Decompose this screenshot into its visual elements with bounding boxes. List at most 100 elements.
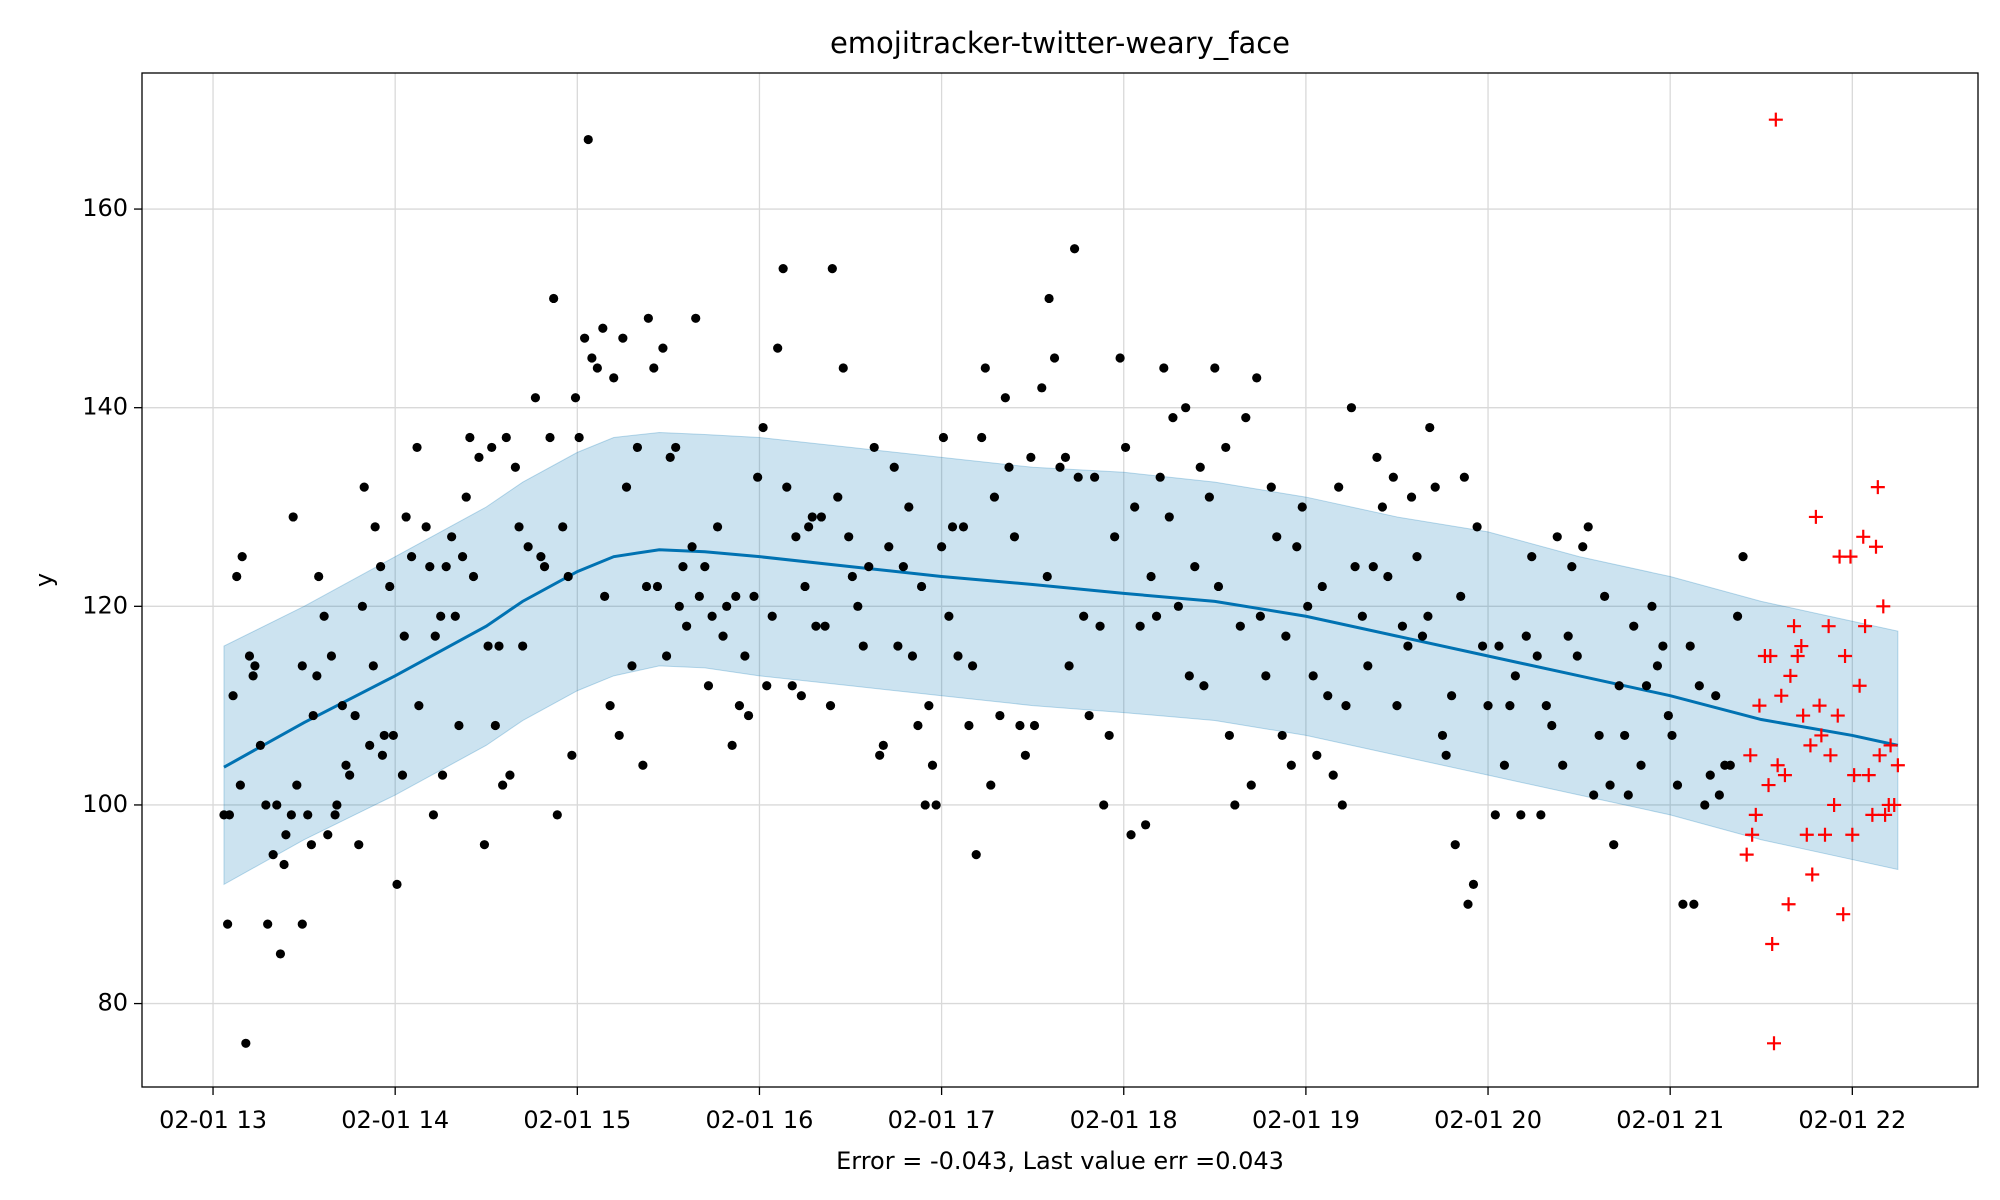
observed-point — [1594, 730, 1604, 741]
observed-point — [574, 432, 584, 443]
observed-point — [272, 800, 282, 810]
observed-point — [436, 611, 446, 621]
observed-point — [1521, 631, 1531, 641]
observed-point — [652, 581, 663, 592]
observed-point — [1292, 542, 1302, 552]
observed-point — [1641, 681, 1652, 691]
test-point — [1748, 807, 1763, 822]
observed-point — [1652, 661, 1663, 671]
observed-point — [1104, 730, 1114, 741]
x-tick-label: 02-01 14 — [341, 1106, 449, 1134]
observed-point — [1447, 691, 1457, 701]
observed-point — [428, 810, 439, 820]
observed-point — [1181, 403, 1191, 413]
observed-point — [518, 641, 528, 651]
observed-point — [357, 601, 367, 611]
observed-point — [1155, 472, 1165, 482]
test-point — [1861, 768, 1876, 783]
observed-point — [1195, 462, 1205, 472]
observed-point — [937, 542, 947, 552]
observed-point — [1224, 730, 1234, 741]
observed-point — [869, 442, 879, 453]
observed-point — [545, 432, 555, 443]
observed-point — [703, 681, 714, 691]
test-point — [1814, 728, 1829, 743]
observed-point — [1213, 581, 1224, 592]
observed-point — [1505, 701, 1515, 711]
x-tick-label: 02-01 22 — [1798, 1106, 1906, 1134]
observed-point — [1412, 552, 1422, 562]
observed-point — [1689, 899, 1699, 909]
observed-point — [1029, 720, 1040, 731]
observed-point — [627, 661, 637, 671]
observed-point — [743, 710, 754, 721]
observed-point — [916, 581, 927, 592]
test-point — [1761, 778, 1776, 793]
observed-point — [465, 432, 475, 443]
observed-point — [621, 482, 632, 492]
observed-point — [1090, 472, 1100, 482]
observed-point — [678, 561, 688, 572]
observed-point — [1286, 760, 1296, 770]
observed-point — [691, 313, 701, 323]
observed-point — [687, 542, 697, 552]
test-point — [1872, 748, 1887, 763]
observed-point — [549, 293, 559, 304]
observed-point — [1146, 571, 1156, 582]
observed-point — [281, 830, 291, 840]
observed-point — [437, 770, 448, 780]
observed-point — [1403, 641, 1413, 651]
observed-point — [1323, 691, 1333, 701]
observed-point — [875, 750, 885, 760]
observed-point — [1255, 611, 1265, 621]
observed-point — [461, 492, 471, 502]
test-point — [1827, 797, 1842, 812]
observed-point — [514, 522, 524, 532]
observed-point — [558, 522, 568, 532]
test-point — [1745, 827, 1760, 842]
observed-point — [833, 492, 843, 502]
observed-point — [1605, 780, 1615, 790]
observed-point — [753, 472, 763, 482]
observed-point — [457, 552, 468, 562]
test-point — [1856, 529, 1871, 544]
observed-point — [1425, 422, 1435, 433]
observed-point — [223, 919, 233, 929]
observed-point — [592, 363, 602, 373]
observed-point — [1317, 581, 1327, 592]
x-tick-label: 02-01 20 — [1434, 1106, 1542, 1134]
observed-point — [330, 810, 340, 820]
observed-point — [1235, 621, 1245, 631]
observed-point — [1738, 552, 1748, 562]
observed-point — [674, 601, 684, 611]
observed-point — [1266, 482, 1276, 492]
observed-point — [1423, 611, 1433, 621]
observed-point — [425, 561, 435, 572]
observed-point — [1060, 452, 1071, 462]
observed-point — [641, 581, 652, 592]
observed-point — [1563, 631, 1573, 641]
observed-point — [1026, 452, 1036, 462]
observed-point — [1377, 502, 1387, 512]
observed-point — [1636, 760, 1646, 770]
observed-point — [907, 651, 918, 661]
y-tick-label: 100 — [82, 790, 128, 818]
observed-point — [1623, 790, 1633, 800]
test-point — [1796, 708, 1811, 723]
observed-point — [1463, 899, 1473, 909]
observed-point — [1110, 532, 1120, 542]
observed-point — [707, 611, 717, 621]
observed-point — [953, 651, 963, 661]
observed-point — [237, 552, 247, 562]
observed-point — [337, 701, 347, 711]
observed-point — [1647, 601, 1657, 611]
observed-point — [1609, 840, 1619, 850]
observed-point — [232, 571, 242, 582]
observed-point — [580, 333, 590, 343]
observed-point — [345, 770, 355, 780]
observed-point — [523, 542, 533, 552]
observed-point — [1477, 641, 1488, 651]
test-point — [1767, 1036, 1781, 1051]
